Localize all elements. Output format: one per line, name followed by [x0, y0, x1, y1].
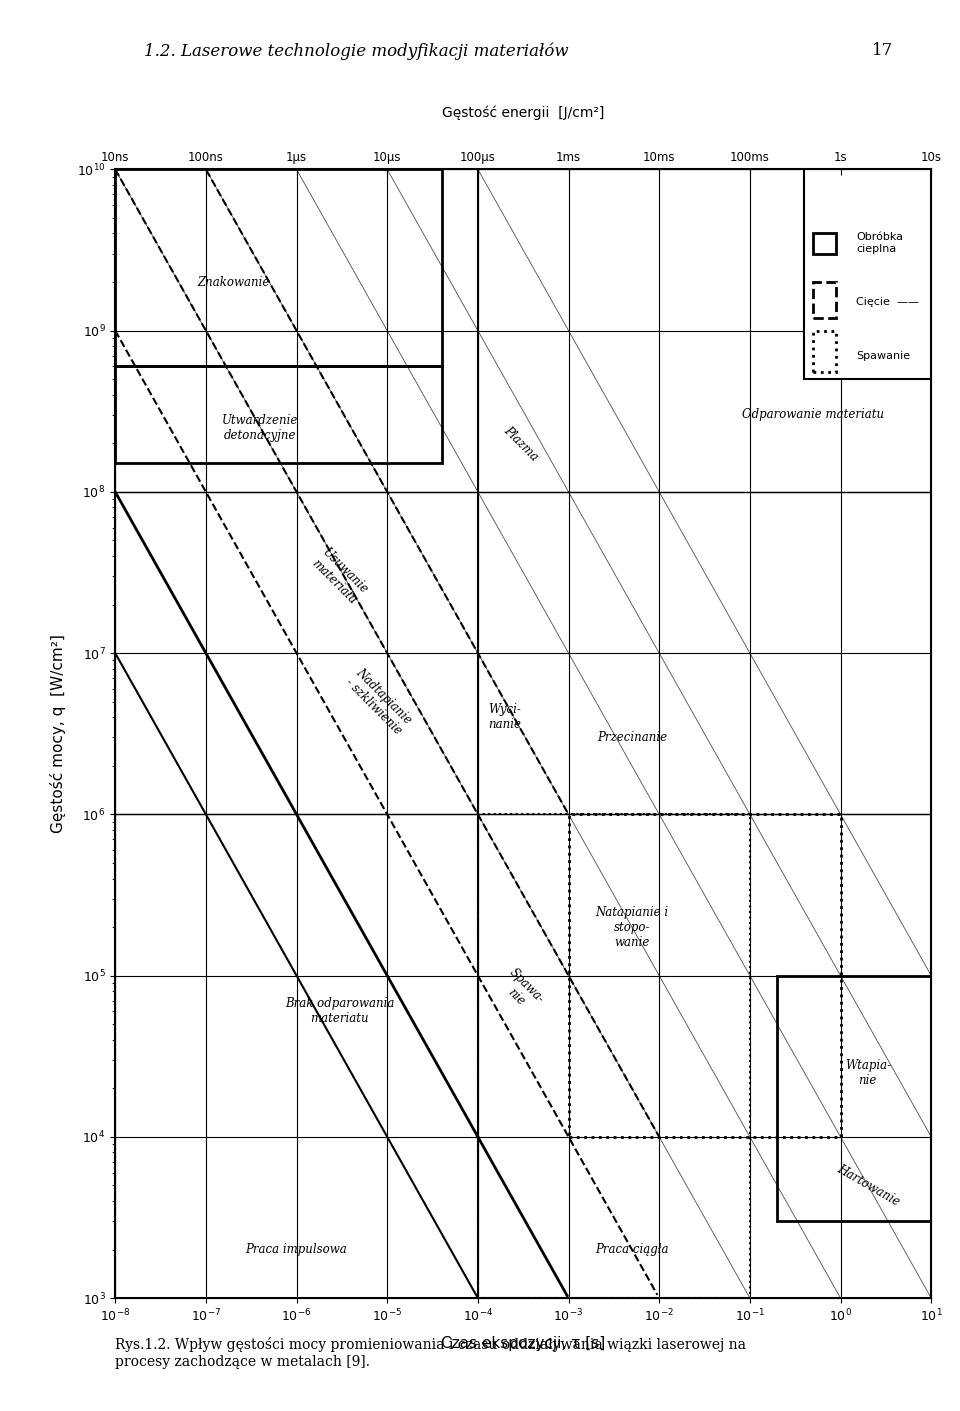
Bar [115, 169, 442, 367]
Text: Spawanie: Spawanie [856, 350, 911, 361]
Text: Znakowanie: Znakowanie [197, 275, 270, 288]
Y-axis label: Gęstość mocy, q  [W/cm²]: Gęstość mocy, q [W/cm²] [50, 635, 66, 832]
X-axis label: Gęstość energii  [J/cm²]: Gęstość energii [J/cm²] [442, 106, 605, 120]
Bar [813, 282, 836, 317]
Bar [115, 367, 442, 463]
Text: Spawa-
nie: Spawa- nie [496, 967, 546, 1016]
Text: Brak odparowania
materiatu: Brak odparowania materiatu [285, 998, 395, 1026]
Text: 1.2. Laserowe technologie modyfikacji materiałów: 1.2. Laserowe technologie modyfikacji ma… [144, 42, 568, 59]
Text: Natapianie i
stopo-
wanie: Natapianie i stopo- wanie [595, 906, 668, 948]
X-axis label: Czas ekspozycji, τ [s]: Czas ekspozycji, τ [s] [441, 1336, 606, 1350]
Text: Cięcie  ——: Cięcie —— [856, 298, 920, 308]
Text: Plazma: Plazma [501, 423, 540, 463]
Text: Wyci-
nanie: Wyci- nanie [489, 703, 521, 731]
Text: Rys.1.2. Wpływ gęstości mocy promieniowania i czasu oddziaływania wiązki laserow: Rys.1.2. Wpływ gęstości mocy promieniowa… [115, 1338, 746, 1369]
Text: Obróbka
cieplna: Obróbka cieplna [856, 231, 903, 254]
Bar [568, 814, 841, 1137]
Bar [778, 975, 931, 1221]
Text: Wtapia-
nie: Wtapia- nie [845, 1058, 891, 1086]
Text: Nadtapianie
- szkliwienie: Nadtapianie - szkliwienie [343, 666, 415, 738]
Text: Utwardzenie
detonacyjne: Utwardzenie detonacyjne [223, 413, 299, 442]
Text: Hartowanie: Hartowanie [834, 1163, 901, 1209]
Text: Przecinanie: Przecinanie [597, 731, 667, 744]
Text: Praca ciągła: Praca ciągła [595, 1243, 669, 1256]
Text: Odparowanie materiatu: Odparowanie materiatu [742, 408, 884, 422]
Bar [478, 814, 750, 1298]
Text: 17: 17 [872, 42, 893, 59]
Text: Praca impulsowa: Praca impulsowa [246, 1243, 348, 1256]
Bar [813, 233, 836, 254]
Text: Usuwanie
materiału: Usuwanie materiału [309, 546, 371, 607]
Bar [813, 330, 836, 373]
